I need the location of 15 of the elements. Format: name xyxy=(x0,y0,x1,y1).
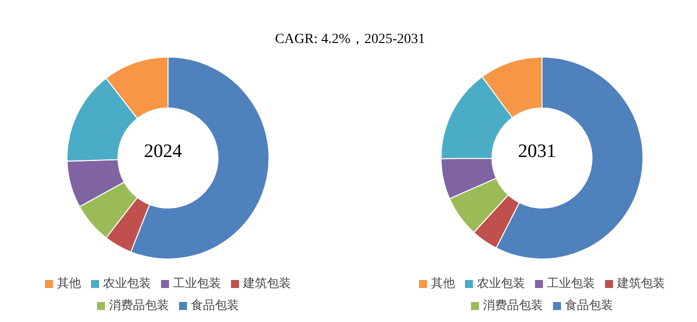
legend-label: 其他 xyxy=(431,276,455,290)
text: 2024 xyxy=(143,141,183,163)
legend-label: 消费品包装 xyxy=(483,298,543,312)
text: 2031 xyxy=(517,141,557,163)
legend-label: 工业包装 xyxy=(173,276,221,290)
legend-label: 工业包装 xyxy=(547,276,595,290)
legend-label: 消费品包装 xyxy=(109,298,169,312)
legend-label: 其他 xyxy=(57,276,81,290)
text: CAGR: 4.2%，2025-2031 xyxy=(274,31,426,48)
legend-label: 农业包装 xyxy=(103,276,151,290)
legend-label: 建筑包装 xyxy=(243,276,291,290)
legend-label: 建筑包装 xyxy=(617,276,665,290)
legend-label: 食品包装 xyxy=(565,298,613,312)
legend-label: 食品包装 xyxy=(191,298,239,312)
legend-label: 农业包装 xyxy=(477,276,525,290)
